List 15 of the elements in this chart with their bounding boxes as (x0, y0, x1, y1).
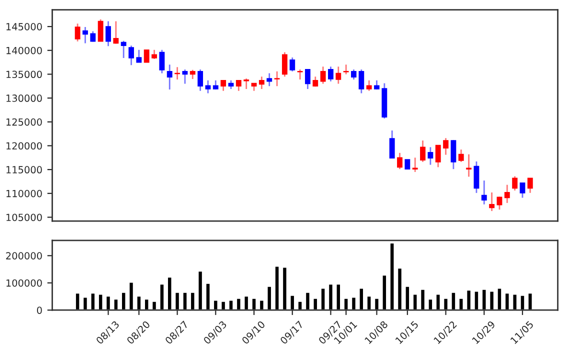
y-tick-label: 105000 (6, 214, 42, 222)
y-tick-label: 0 (36, 306, 42, 314)
candlestick (404, 159, 410, 170)
y-tick-label: 145000 (6, 23, 42, 30)
y-tick-label: 130000 (6, 94, 42, 102)
y-tick-label: 110000 (6, 190, 42, 198)
y-tick-label: 140000 (6, 46, 42, 54)
y-tick-label: 120000 (6, 142, 42, 150)
y-tick-label: 135000 (6, 70, 42, 78)
y-tick-label: 200000 (6, 252, 42, 260)
y-tick-label: 115000 (6, 166, 42, 174)
candlestick (144, 49, 150, 63)
bar (396, 267, 403, 310)
y-tick-label: 125000 (6, 118, 42, 126)
y-tick-label: 100000 (6, 279, 42, 287)
